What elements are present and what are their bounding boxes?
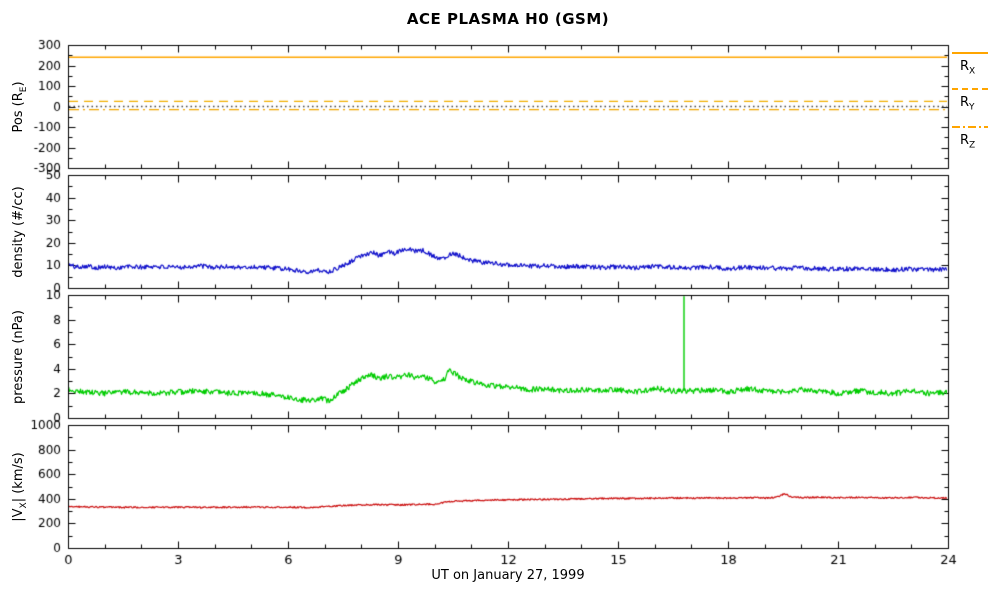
legend-line-solid — [952, 52, 988, 54]
label-subscript: Y — [969, 102, 975, 113]
label-part: R — [960, 133, 970, 148]
label-part: | (km/s) — [11, 452, 27, 503]
y-axis-label-position: Pos (RE) — [11, 81, 29, 132]
label-part: |V — [11, 508, 27, 522]
label-part: density (#/cc) — [11, 186, 27, 278]
label-subscript: E — [18, 86, 29, 93]
label-subscript: X — [969, 66, 976, 77]
legend-label-rx: RX — [952, 59, 992, 77]
label-part: Pos (R — [11, 92, 27, 133]
label-part: R — [960, 95, 970, 110]
legend-label-rz: RZ — [952, 133, 992, 151]
chart-title: ACE PLASMA H0 (GSM) — [406, 10, 610, 28]
label-subscript: X — [18, 502, 29, 509]
legend-line-dashed — [952, 88, 988, 90]
y-axis-label-pressure: pressure (nPa) — [11, 310, 29, 404]
label-part: ) — [11, 81, 27, 87]
y-axis-label-density: density (#/cc) — [11, 186, 29, 278]
x-axis-label: UT on January 27, 1999 — [431, 568, 585, 583]
legend-item-rx: RX — [952, 52, 992, 77]
label-part: R — [960, 59, 970, 74]
legend-item-ry: RY — [952, 88, 992, 113]
legend-line-dashdot — [952, 126, 988, 128]
label-subscript: Z — [969, 140, 976, 151]
legend-item-rz: RZ — [952, 126, 992, 151]
label-part: pressure (nPa) — [11, 310, 27, 404]
y-axis-label-velocity: |VX| (km/s) — [11, 452, 29, 521]
legend-label-ry: RY — [952, 95, 992, 113]
